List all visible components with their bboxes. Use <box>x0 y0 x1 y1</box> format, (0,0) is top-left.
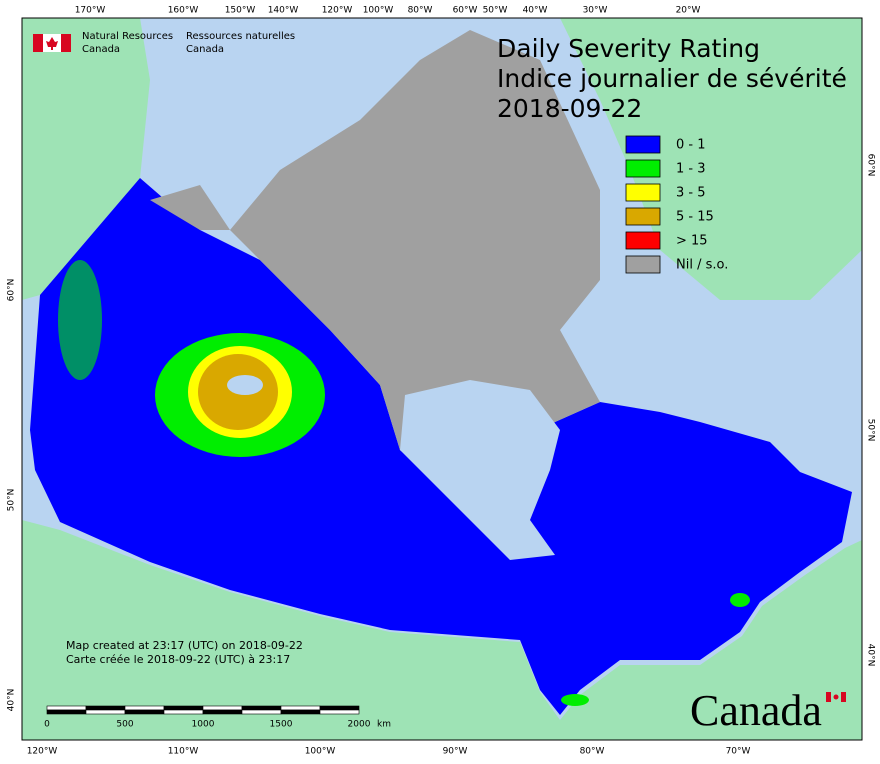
scale-label: 2000 <box>348 720 371 730</box>
longitude-label: 170°W <box>75 6 106 16</box>
legend-swatch <box>625 207 661 226</box>
scale-label: 1000 <box>192 720 215 730</box>
latitude-label: 40°N <box>866 644 876 667</box>
scale-segment <box>319 705 360 711</box>
scale-unit: km <box>377 720 391 730</box>
scale-segment <box>46 709 87 715</box>
usa <box>22 520 862 740</box>
lake <box>227 375 263 395</box>
flag-bar <box>826 692 831 702</box>
longitude-label: 40°W <box>523 6 548 16</box>
longitude-label: 100°W <box>305 747 336 757</box>
scale-segment <box>124 705 165 711</box>
scale-segment <box>163 705 204 711</box>
credit: Carte créée le 2018-09-22 (UTC) à 23:17 <box>66 653 290 666</box>
map-subtitle: Indice journalier de sévérité <box>497 64 847 93</box>
scale-segment <box>202 705 243 711</box>
longitude-label: 100°W <box>363 6 394 16</box>
no-data-region <box>230 30 600 482</box>
longitude-label: 70°W <box>726 747 751 757</box>
scale-segment <box>85 705 126 711</box>
flag-bar <box>33 34 43 52</box>
map-frame <box>21 17 863 741</box>
map-title: Daily Severity Rating <box>497 34 760 63</box>
maple-leaf <box>46 37 58 50</box>
flag-bar <box>841 692 846 702</box>
scale-label: 0 <box>44 720 50 730</box>
rating-zone <box>58 260 102 380</box>
legend-swatch <box>625 135 661 154</box>
alaska <box>22 18 150 300</box>
longitude-label: 30°W <box>583 6 608 16</box>
longitude-label: 120°W <box>27 747 58 757</box>
legend-label: Nil / s.o. <box>676 258 728 273</box>
longitude-label: 60°W <box>453 6 478 16</box>
credit: Map created at 23:17 (UTC) on 2018-09-22 <box>66 639 303 652</box>
frame-border <box>21 17 863 741</box>
legend-swatch <box>625 255 661 274</box>
longitude-label: 90°W <box>443 747 468 757</box>
longitude-label: 150°W <box>225 6 256 16</box>
agency-fr: Ressources naturelles <box>186 31 295 42</box>
no-data-region <box>150 185 230 230</box>
scale-segment <box>319 709 360 715</box>
canada-rating <box>30 178 852 715</box>
longitude-label: 110°W <box>168 747 199 757</box>
longitude-label: 120°W <box>322 6 353 16</box>
agency-en: Natural Resources <box>82 31 173 42</box>
scale-segment <box>124 709 165 715</box>
rating-zone <box>730 593 750 607</box>
scale-segment <box>280 709 321 715</box>
latitude-label: 50°N <box>7 489 17 512</box>
latitude-label: 40°N <box>7 689 17 712</box>
hudson-bay <box>400 380 560 560</box>
scale-label: 500 <box>116 720 133 730</box>
greenland <box>560 18 862 300</box>
agency-en: Canada <box>82 44 120 55</box>
wordmark: Canada <box>690 686 846 735</box>
scale-segment <box>202 709 243 715</box>
longitude-label: 20°W <box>676 6 701 16</box>
flag-bar <box>61 34 71 52</box>
scale-segment <box>241 709 282 715</box>
canada-wordmark: Canada <box>690 686 822 735</box>
agency-signature: Natural Resources Canada Ressources natu… <box>33 31 295 55</box>
longitude-label: 80°W <box>408 6 433 16</box>
scale-segment <box>241 705 282 711</box>
longitude-label: 160°W <box>168 6 199 16</box>
map-date: 2018-09-22 <box>497 94 642 123</box>
legend-label: 0 - 1 <box>676 138 706 153</box>
latitude-label: 60°N <box>866 154 876 177</box>
legend-swatch <box>625 231 661 250</box>
agency-fr: Canada <box>186 44 224 55</box>
longitude-label: 140°W <box>268 6 299 16</box>
legend-swatch <box>625 159 661 178</box>
scale-bar: 0 500 1000 1500 2000 km <box>44 705 391 730</box>
scale-segment <box>280 705 321 711</box>
legend-label: > 15 <box>676 234 708 249</box>
scale-label: 1500 <box>270 720 293 730</box>
graticule-labels: 170°W 160°W 150°W 140°W 120°W 100°W 80°W 60°W 50… <box>7 6 876 757</box>
legend-label: 5 - 15 <box>676 210 714 225</box>
scale-segment <box>163 709 204 715</box>
scale-segment <box>85 709 126 715</box>
longitude-label: 50°W <box>483 6 508 16</box>
legend-label: 1 - 3 <box>676 162 706 177</box>
rating-zone <box>561 694 589 706</box>
legend-label: 3 - 5 <box>676 186 706 201</box>
latitude-label: 50°N <box>866 419 876 442</box>
latitude-label: 60°N <box>7 279 17 302</box>
legend-swatch <box>625 183 661 202</box>
scale-segment <box>46 705 87 711</box>
maple-leaf <box>833 694 839 700</box>
legend: 0 - 1 1 - 3 3 - 5 5 - 15 > 15 Nil / s.o. <box>625 135 728 274</box>
longitude-label: 80°W <box>580 747 605 757</box>
